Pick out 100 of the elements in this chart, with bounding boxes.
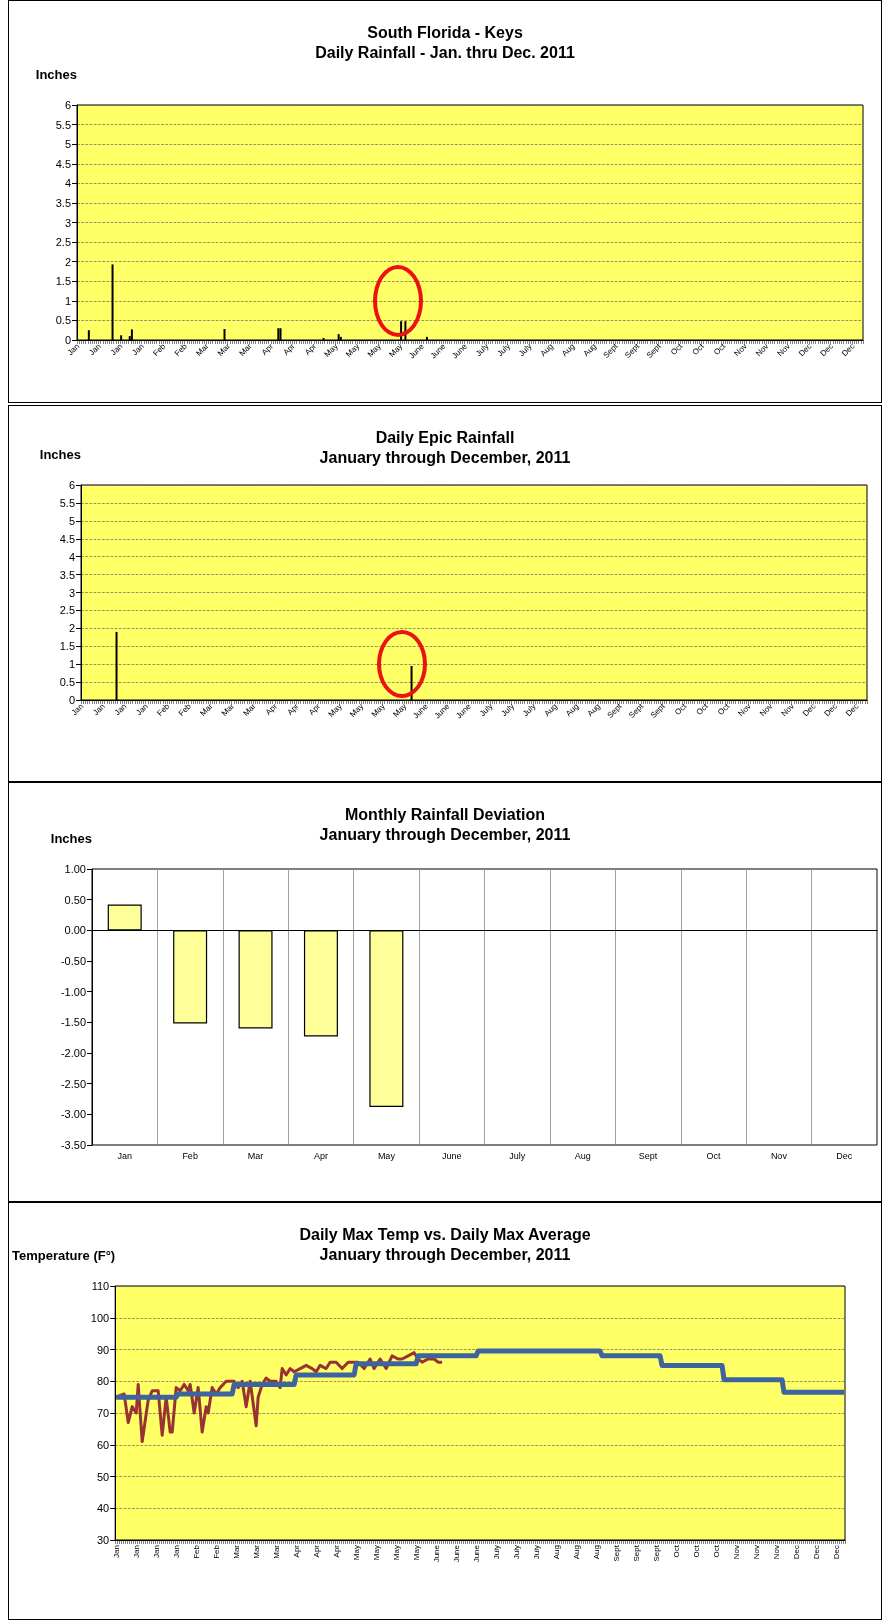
x-tick-label: July (511, 1545, 521, 1560)
x-tick-label: Aug (591, 1545, 601, 1560)
x-tick-label: Aug (574, 1150, 591, 1161)
x-tick-label: Oct (716, 701, 732, 717)
y-tick-label: -0.50 (60, 955, 86, 967)
x-tick-label: Jan (91, 701, 107, 718)
x-tick-label: Apr (311, 1544, 321, 1558)
x-tick-label: July (517, 341, 534, 359)
x-tick-label: Mar (198, 701, 215, 718)
chart-title: Daily Epic Rainfall (375, 428, 515, 446)
x-tick-label: Mar (251, 1544, 261, 1559)
y-tick-label: 2 (64, 255, 71, 268)
x-tick-label: May (369, 701, 387, 719)
x-tick-label: June (451, 1544, 461, 1563)
y-tick-label: 3 (64, 216, 71, 229)
x-tick-label: Jan (131, 1545, 141, 1558)
x-tick-label: Sept (611, 1544, 621, 1562)
x-tick-label: Oct (691, 1544, 701, 1558)
x-tick-label: Apr (313, 1150, 328, 1161)
y-tick-label: 40 (96, 1502, 110, 1515)
x-tick-label: May (377, 1150, 396, 1161)
x-tick-label: Aug (581, 341, 599, 359)
x-tick-label: Jan (112, 701, 129, 718)
x-tick-label: May (365, 341, 383, 359)
x-tick-label: May (387, 341, 405, 359)
y-tick-label: 4.5 (59, 532, 75, 545)
x-tick-label: Oct (706, 1150, 721, 1161)
y-tick-label: 5.5 (59, 496, 75, 509)
x-tick-label: May (391, 1545, 401, 1561)
y-tick-label: 0.00 (64, 924, 86, 937)
x-tick-label: Feb (191, 1544, 201, 1559)
x-tick-label: Aug (560, 341, 577, 359)
y-tick-label: 70 (96, 1407, 110, 1419)
y-tick-label: 3.5 (59, 568, 75, 581)
x-tick-label: Oct (711, 1544, 721, 1558)
y-tick-label: 4.5 (55, 157, 71, 170)
y-tick-label: 50 (96, 1470, 110, 1483)
x-tick-label: Nov (731, 1545, 741, 1560)
x-tick-label: Mar (247, 1150, 264, 1161)
y-tick-label: 0.5 (55, 314, 71, 327)
x-tick-label: Aug (571, 1545, 581, 1560)
y-tick-label: -2.00 (60, 1047, 86, 1059)
x-tick-label: Feb (176, 701, 194, 718)
chart-subtitle: January through December, 2011 (319, 1245, 571, 1263)
x-tick-label: May (344, 341, 362, 359)
y-tick-label: 60 (96, 1438, 110, 1451)
y-tick-label: -3.50 (60, 1139, 86, 1151)
y-tick-label: 1 (64, 294, 71, 307)
y-tick-label: 5.5 (55, 118, 71, 131)
x-tick-label: Nov (779, 701, 796, 719)
x-tick-label: Nov (775, 341, 792, 359)
x-tick-label: Dec (797, 341, 814, 359)
y-tick-label: 4 (64, 177, 71, 190)
x-tick-label: Jan (171, 1545, 181, 1558)
x-tick-label: Jan (108, 341, 125, 358)
y-tick-label: 5 (64, 138, 71, 151)
x-tick-label: Jan (117, 1150, 132, 1161)
x-tick-label: Aug (538, 341, 556, 359)
x-tick-label: May (391, 701, 409, 719)
chart-subtitle: January through December, 2011 (319, 825, 571, 843)
y-tick-label: -2.50 (60, 1077, 86, 1090)
chart-subtitle: Daily Rainfall - Jan. thru Dec. 2011 (315, 43, 575, 61)
x-tick-label: Mar (219, 701, 237, 718)
x-tick-label: Sept (638, 1150, 658, 1161)
x-tick-label: Dec (811, 1545, 821, 1560)
x-tick-label: Jan (87, 341, 103, 358)
x-tick-label: May (411, 1545, 421, 1561)
x-tick-label: Mar (237, 341, 254, 358)
y-tick-label: 5 (68, 514, 75, 527)
x-tick-label: Nov (770, 1150, 788, 1161)
y-tick-label: 1 (68, 658, 75, 671)
x-tick-label: Mar (271, 1544, 281, 1559)
y-tick-label: 1.5 (55, 275, 71, 288)
x-tick-label: Dec (844, 701, 861, 719)
x-tick-label: Apr (263, 701, 280, 717)
x-tick-label: Nov (736, 701, 753, 719)
x-tick-label: Aug (564, 701, 581, 719)
x-tick-label: Dec (801, 701, 818, 719)
chart-subtitle: January through December, 2011 (319, 448, 571, 466)
y-tick-label: -3.00 (60, 1108, 86, 1121)
x-tick-label: Sept (651, 1544, 661, 1562)
x-tick-label: Aug (542, 701, 560, 719)
y-tick-label: 90 (96, 1343, 110, 1356)
x-tick-label: Mar (194, 341, 211, 358)
x-tick-label: Aug (585, 701, 603, 719)
x-tick-label: Apr (291, 1544, 301, 1558)
x-tick-label: Mar (231, 1544, 241, 1559)
x-tick-label: Apr (331, 1544, 341, 1558)
y-tick-label: -1.00 (60, 985, 86, 998)
x-tick-label: July (491, 1545, 501, 1560)
y-axis-title: Inches (39, 447, 81, 462)
y-tick-label: 0 (64, 334, 71, 346)
x-tick-label: July (495, 341, 512, 359)
x-tick-label: Feb (211, 1544, 221, 1559)
x-tick-label: Oct (712, 341, 728, 357)
x-tick-label: Mar (241, 701, 258, 718)
x-tick-label: Dec (836, 1150, 853, 1161)
x-tick-label: Oct (671, 1544, 681, 1558)
x-tick-label: Apr (306, 701, 323, 717)
x-tick-label: Feb (182, 1150, 198, 1161)
